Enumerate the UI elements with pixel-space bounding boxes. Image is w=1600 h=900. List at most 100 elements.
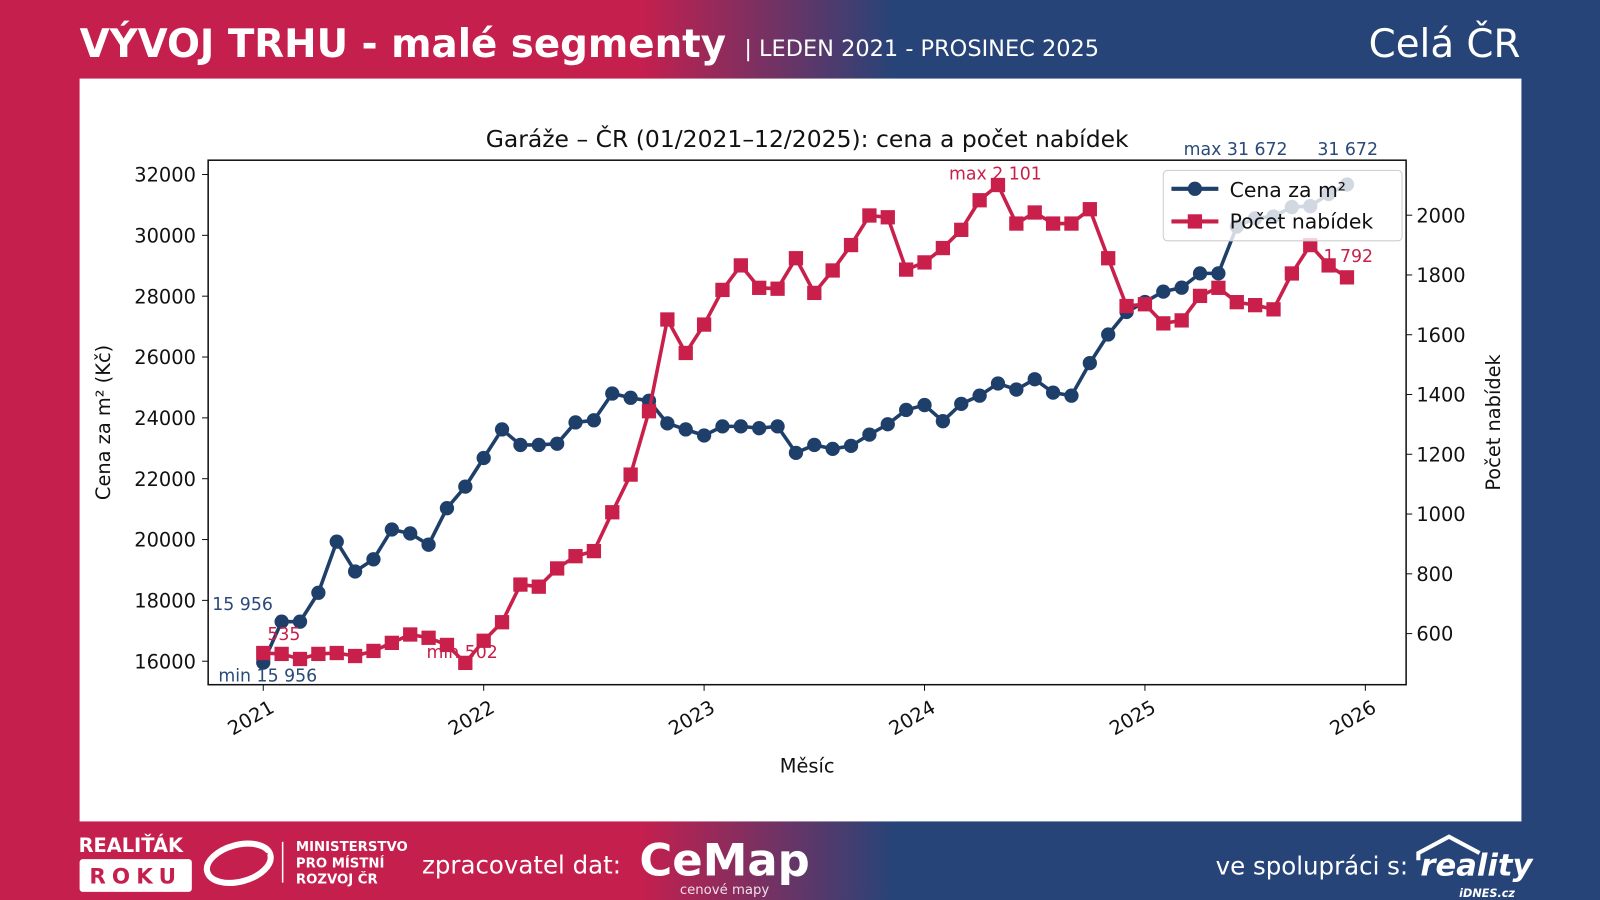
y-left-axis-label: Cena za m² (Kč) (92, 345, 115, 500)
data-point-circle (899, 402, 914, 418)
data-point-circle (788, 445, 804, 460)
data-point-square (1229, 295, 1244, 310)
data-point-circle (403, 526, 418, 541)
data-point-square (292, 651, 308, 667)
data-point-circle (568, 415, 583, 430)
data-point-square (531, 579, 546, 594)
data-point-square (311, 646, 326, 662)
y-right-tick-label: 1000 (1416, 503, 1465, 526)
y-left-tick-label: 24000 (134, 407, 196, 430)
realitak-roku-logo: REALIŤÁK ROKU (79, 833, 192, 892)
data-point-circle (880, 417, 895, 432)
header-period: | LEDEN 2021 - PROSINEC 2025 (744, 36, 1099, 62)
data-point-square (641, 404, 657, 419)
y-right-tick-label: 1400 (1416, 384, 1465, 407)
data-point-square (788, 251, 804, 266)
mmr-logo-icon (203, 840, 284, 886)
data-point-circle (421, 537, 436, 552)
data-point-circle (678, 422, 693, 437)
y-left-tick-label: 20000 (134, 529, 196, 552)
data-point-square (403, 627, 418, 642)
footer: REALIŤÁK ROKU MINISTERSTVO PRO MÍSTNÍ RO… (79, 833, 1535, 900)
data-point-square (256, 645, 271, 661)
data-point-square (660, 312, 675, 327)
data-point-square (476, 633, 491, 648)
data-point-circle (347, 564, 363, 579)
legend-count-label: Počet nabídek (1230, 210, 1374, 234)
data-point-circle (752, 421, 767, 436)
series-count (256, 177, 1355, 671)
mmr-text-1: MINISTERSTVO (296, 840, 408, 855)
data-point-circle (807, 437, 822, 453)
data-point-square (972, 193, 987, 208)
legend-price-label: Cena za m² (1230, 178, 1346, 202)
data-point-square (733, 258, 748, 273)
data-point-square (1339, 270, 1355, 285)
annotation-count-min: min 502 (427, 643, 498, 663)
data-point-square (678, 345, 693, 361)
reality-text: reality (1420, 849, 1534, 884)
data-point-circle (843, 438, 859, 453)
data-point-circle (513, 437, 528, 453)
reality-idnes-logo: reality iDNES.cz (1416, 834, 1535, 900)
y-left-tick-label: 28000 (134, 285, 196, 308)
data-point-square (458, 655, 473, 671)
annotation-count-first: 535 (267, 625, 300, 645)
data-point-circle (990, 376, 1006, 391)
chart-title: Garáže – ČR (01/2021–12/2025): cena a po… (486, 125, 1129, 153)
legend-box (1162, 169, 1403, 242)
mmr-text-2: PRO MÍSTNÍ (296, 853, 385, 871)
data-point-circle (660, 416, 675, 431)
y-right-tick-label: 2000 (1416, 204, 1465, 227)
header-region: Celá ČR (1369, 20, 1521, 67)
data-point-square (843, 237, 859, 253)
data-point-square (880, 210, 895, 225)
plot-frame (207, 159, 1407, 686)
x-axis-label: Měsíc (780, 754, 835, 777)
annotation-price-max: max 31 672 (1184, 140, 1288, 160)
data-point-square (825, 263, 840, 278)
data-point-circle (1156, 284, 1171, 299)
data-point-square (1045, 216, 1061, 231)
data-point-square (1009, 216, 1024, 231)
data-point-circle (954, 396, 969, 412)
data-point-square (274, 646, 289, 662)
y-right-axis-label: Počet nabídek (1482, 353, 1505, 490)
data-point-circle (1101, 327, 1116, 342)
data-point-circle (1045, 385, 1061, 400)
annotation-price-first: 15 956 (212, 595, 273, 615)
data-point-square (1247, 298, 1263, 313)
data-point-square (954, 222, 969, 237)
data-point-square (623, 467, 638, 482)
data-point-square (1027, 205, 1042, 220)
data-point-circle (1082, 355, 1097, 371)
data-point-circle (366, 552, 381, 567)
data-point-circle (1009, 382, 1024, 397)
data-point-square (935, 240, 951, 256)
data-point-circle (550, 436, 565, 451)
header-title: VÝVOJ TRHU - malé segmenty (80, 20, 726, 67)
data-point-circle (384, 522, 399, 537)
annotation-price-min: min 15 956 (218, 667, 317, 687)
data-point-circle (972, 388, 987, 403)
data-point-circle (1211, 266, 1226, 281)
y-left-tick-label: 18000 (134, 590, 196, 613)
data-point-circle (623, 390, 638, 405)
data-point-circle (292, 614, 308, 629)
processor-label: zpracovatel dat: (422, 850, 621, 879)
legend: Cena za m² Počet nabídek (1162, 169, 1403, 242)
cemap-logo: CeMap (639, 834, 809, 887)
data-point-square (439, 637, 455, 653)
data-point-circle (274, 614, 289, 629)
data-point-square (696, 317, 712, 332)
data-point-square (366, 643, 381, 659)
data-point-square (550, 561, 565, 576)
roku-text: ROKU (89, 865, 182, 890)
data-point-square (1192, 288, 1208, 304)
y-right-tick-label: 1600 (1416, 324, 1465, 347)
data-point-circle (531, 437, 546, 453)
data-point-square (770, 281, 785, 296)
data-point-circle (733, 419, 748, 434)
data-point-circle (696, 428, 712, 443)
